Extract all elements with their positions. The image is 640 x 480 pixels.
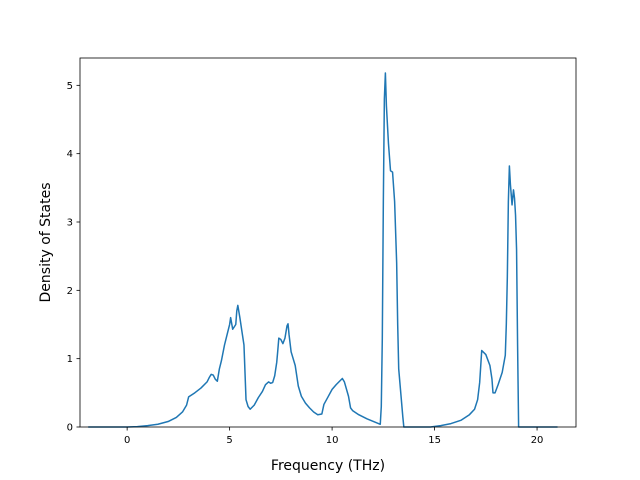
y-tick-label: 5	[67, 81, 73, 92]
y-axis: 0 1 2 3 4 5	[67, 81, 80, 434]
x-axis-label: Frequency (THz)	[271, 458, 385, 474]
series-line-0	[88, 72, 558, 428]
x-tick-label: 5	[226, 435, 232, 446]
x-tick-label: 20	[531, 435, 544, 446]
y-tick-label: 3	[67, 218, 73, 229]
plot-area	[88, 72, 558, 428]
y-tick-label: 1	[67, 354, 73, 365]
x-tick-label: 10	[326, 435, 339, 446]
plot-frame	[79, 57, 577, 428]
y-tick-label: 2	[67, 286, 73, 297]
y-tick-label: 0	[67, 423, 73, 434]
x-tick-label: 15	[428, 435, 441, 446]
x-tick-label: 0	[124, 435, 130, 446]
y-tick-label: 4	[67, 149, 73, 160]
x-axis: 0 5 10 15 20	[124, 427, 543, 446]
y-axis-label: Density of States	[38, 183, 54, 303]
